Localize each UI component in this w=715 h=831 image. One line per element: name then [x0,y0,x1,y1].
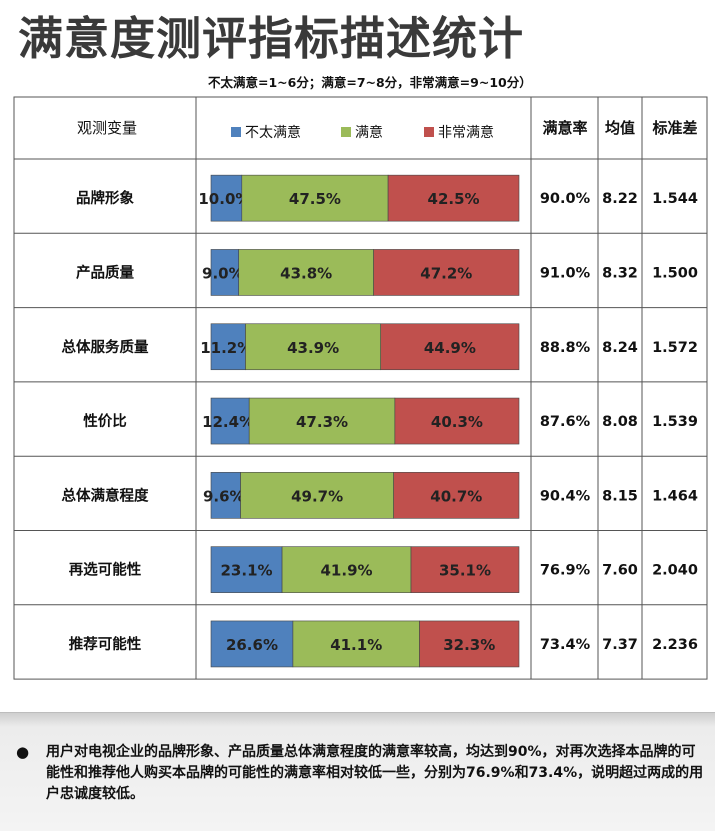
chart-legend: 不太满意 满意 非常满意 [231,124,494,141]
bar-segment-1 [241,174,389,222]
bar-segment-0 [210,620,294,668]
satisfaction-rate-cell: 73.4% [540,637,591,653]
std-dev-cell: 1.539 [652,414,698,430]
legend-swatch-2 [424,127,434,137]
bar-data-label-2: 40.3% [431,413,483,431]
bar-data-label-1: 43.8% [280,264,332,282]
bar-data-label-0: 10.0% [198,190,250,208]
bar-data-label-0: 26.6% [226,636,278,654]
table-grid [13,96,708,680]
bar-segment-0 [210,249,240,296]
mean-cell: 8.24 [602,340,638,356]
std-dev-cell: 2.040 [652,563,698,579]
mean-cell: 8.32 [602,265,638,281]
summary-note: 用户对电视企业的品牌形象、产品质量总体满意程度的满意率较高，均达到90%，对再次… [46,744,704,802]
satisfaction-rate-cell: 90.4% [540,488,591,504]
row-label: 推荐可能性 [69,635,142,653]
std-dev-cell: 1.544 [652,191,698,207]
mean-cell: 8.08 [602,414,638,430]
legend-swatch-1 [341,127,351,137]
mean-cell: 8.15 [602,488,638,504]
bar-data-label-0: 11.2% [200,339,252,357]
table-border [13,96,708,680]
mean-cell: 7.60 [602,563,638,579]
row-label: 产品质量 [76,263,134,281]
bar-segment-1 [248,397,396,445]
bar-segment-1 [240,472,394,519]
bar-data-label-1: 41.9% [321,562,373,580]
satisfaction-rate-cell: 87.6% [540,414,591,430]
table-rows: 品牌形象 10.0% 47.5% 42.5% 90.0% 8.22 1.544 产品质量 9.0… [62,174,698,668]
bar-data-label-1: 47.5% [289,190,341,208]
page-title: 满意度测评指标描述统计 [18,12,525,65]
bar-data-label-0: 12.4% [202,413,254,431]
bar-segment-1 [281,546,412,593]
bar-data-label-0: 23.1% [221,562,273,580]
satisfaction-table-chart: 观测变量 满意率 均值 标准差 不太满意 满意 非常满意 品牌形象 10.0% 47.5… [13,96,708,680]
row-label: 再选可能性 [69,561,142,579]
bar-data-label-1: 47.3% [296,413,348,431]
bar-data-label-2: 40.7% [430,487,482,505]
header-std-dev: 标准差 [651,119,697,137]
legend-label-2: 非常满意 [438,124,494,141]
bar-segment-0 [210,174,243,222]
bar-data-label-2: 42.5% [428,190,480,208]
bar-data-label-0: 9.0% [202,264,244,282]
legend-label-0: 不太满意 [245,124,301,141]
std-dev-cell: 1.572 [652,340,698,356]
satisfaction-rate-cell: 88.8% [540,340,591,356]
bar-data-label-2: 44.9% [424,339,476,357]
std-dev-cell: 1.500 [652,265,698,281]
mean-cell: 8.22 [602,191,638,207]
mean-cell: 7.37 [602,637,638,653]
bar-segment-2 [419,620,520,668]
bar-segment-2 [387,174,520,222]
bullet-icon: ● [16,743,30,761]
bar-segment-2 [380,323,520,371]
summary-band [0,712,715,831]
bar-data-label-0: 9.6% [203,487,245,505]
std-dev-cell: 2.236 [652,637,698,653]
row-label: 总体服务质量 [62,338,149,356]
bar-data-label-1: 43.9% [287,339,339,357]
bar-segment-2 [393,472,520,519]
satisfaction-rate-cell: 90.0% [540,191,591,207]
bar-segment-2 [410,546,520,593]
legend-label-1: 满意 [355,124,383,141]
std-dev-cell: 1.464 [652,488,698,504]
header-mean: 均值 [605,119,635,137]
header-variable: 观测变量 [77,119,137,137]
legend-swatch-0 [231,127,241,137]
bar-segment-2 [394,397,520,445]
row-label: 总体满意程度 [62,486,149,504]
bar-segment-1 [245,323,382,371]
bar-segment-0 [210,546,283,593]
bar-segment-0 [210,323,246,371]
bar-segment-0 [210,472,241,519]
bar-segment-1 [238,249,374,296]
bar-data-label-1: 49.7% [291,487,343,505]
row-label: 品牌形象 [76,189,134,207]
bar-data-label-2: 35.1% [439,562,491,580]
bar-segment-1 [292,620,420,668]
bar-segment-0 [210,397,250,445]
score-definition-note: 不太满意=1~6分；满意=7~8分，非常满意=9~10分） [208,75,532,90]
bar-segment-2 [373,249,520,296]
bar-data-label-2: 32.3% [443,636,495,654]
bar-data-label-2: 47.2% [420,264,472,282]
header-satisfaction-rate: 满意率 [542,119,587,137]
satisfaction-rate-cell: 76.9% [540,563,591,579]
table-header: 观测变量 满意率 均值 标准差 [77,119,698,137]
row-label: 性价比 [83,412,127,430]
bar-data-label-1: 41.1% [330,636,382,654]
satisfaction-rate-cell: 91.0% [540,265,591,281]
